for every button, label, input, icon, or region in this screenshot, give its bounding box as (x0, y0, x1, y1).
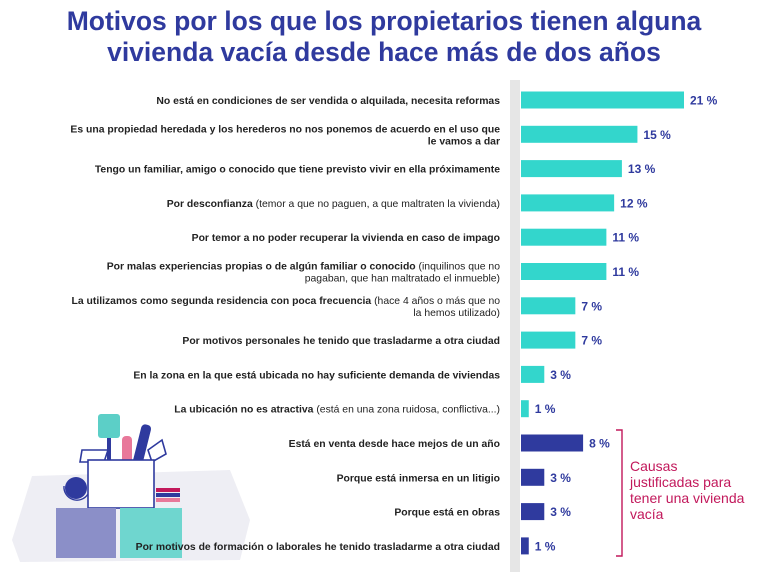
value-label: 7 % (581, 299, 602, 313)
bars-group (521, 91, 684, 555)
bar (521, 503, 545, 521)
value-label: 8 % (589, 437, 610, 451)
justified-bracket (616, 429, 623, 557)
category-label: Tengo un familiar, amigo o conocido que … (95, 165, 500, 176)
value-label: 1 % (535, 539, 556, 553)
bar (521, 125, 638, 143)
bar (521, 537, 529, 555)
value-label: 13 % (628, 162, 656, 176)
bar (521, 228, 607, 246)
value-label: 11 % (612, 231, 639, 245)
value-label: 11 % (612, 265, 639, 279)
bar (521, 160, 622, 178)
globe-icon (65, 477, 87, 499)
bar (521, 434, 584, 452)
category-label: Es una propiedad heredada y los heredero… (70, 124, 500, 135)
book-stack (156, 493, 180, 497)
bar (521, 194, 615, 212)
justified-causes-annotation: Causas justificadas para tener una vivie… (630, 458, 745, 522)
lamp-shade (98, 414, 120, 438)
value-labels: 21 % 15 % 13 % 12 % 11 % 11 % 7 % 7 % 3 % 1 % 8 % 3… (535, 94, 718, 554)
category-labels: No está en condiciones de ser vendida o … (70, 96, 500, 553)
category-label: Porque está inmersa en un litigio (337, 473, 500, 484)
value-label: 15 % (643, 128, 671, 142)
value-label: 7 % (581, 334, 602, 348)
category-label: Por desconfianza (temor a que no paguen,… (167, 199, 500, 210)
category-label: Por temor a no poder recuperar la vivien… (192, 233, 500, 244)
storage-box-right (120, 508, 182, 558)
category-label: La utilizamos como segunda residencia co… (72, 296, 501, 307)
category-label: En la zona en la que está ubicada no hay… (133, 370, 500, 381)
bar (521, 468, 545, 486)
bar (521, 91, 684, 109)
value-label: 3 % (550, 368, 571, 382)
title-line-2: vivienda vacía desde hace más de dos año… (107, 37, 661, 67)
box-flap (147, 438, 167, 464)
category-label: la hemos utilizado) (413, 308, 500, 319)
title-line-1: Motivos por los que los propietarios tie… (66, 6, 702, 36)
category-label: le vamos a dar (428, 136, 500, 147)
category-label: No está en condiciones de ser vendida o … (156, 96, 500, 107)
category-label: Por motivos de formación o laborales he … (136, 542, 500, 553)
category-label: Por malas experiencias propias o de algú… (107, 262, 500, 273)
storage-box-left (56, 508, 116, 558)
value-label: 12 % (620, 196, 648, 210)
bar (521, 365, 545, 383)
bar (521, 297, 576, 315)
book-stack (156, 498, 180, 502)
category-label: Por motivos personales he tenido que tra… (182, 336, 500, 347)
value-label: 3 % (550, 471, 571, 485)
category-label: Porque está en obras (394, 508, 500, 519)
globe-stand (63, 485, 89, 501)
category-label: pagaban, que han maltratado el inmueble) (305, 274, 500, 285)
category-label: La ubicación no es atractiva (está en un… (174, 405, 500, 416)
value-label: 1 % (535, 402, 556, 416)
bar (521, 400, 529, 418)
value-label: 21 % (690, 94, 718, 108)
axis-band (510, 80, 520, 572)
moving-box (87, 459, 155, 509)
lamp-stand (107, 438, 111, 468)
category-label: Está en venta desde hace mejos de un año (289, 439, 500, 450)
bar (521, 331, 576, 349)
moving-box-illustration (12, 414, 250, 562)
book-stack (156, 488, 180, 492)
value-label: 3 % (550, 505, 571, 519)
chart-title: Motivos por los que los propietarios tie… (0, 6, 768, 68)
bar (521, 263, 607, 280)
